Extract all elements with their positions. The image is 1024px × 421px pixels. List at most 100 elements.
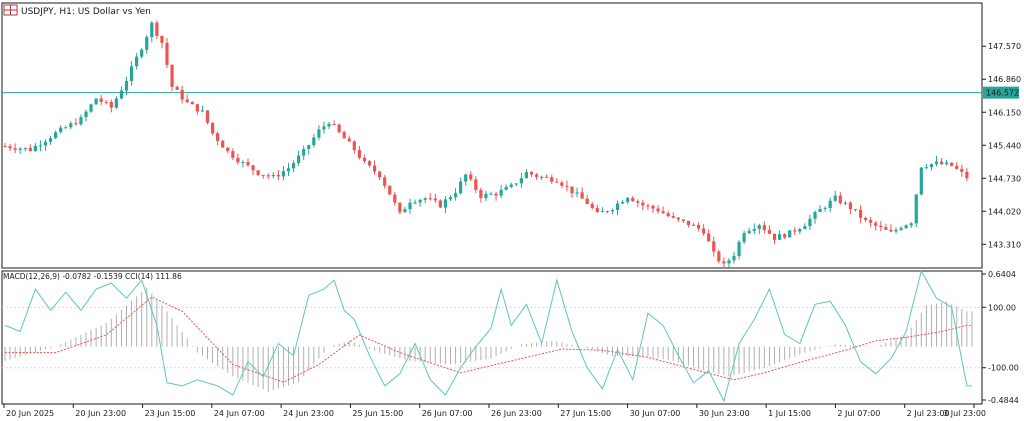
candle-body xyxy=(423,198,427,200)
candle-body xyxy=(707,233,711,242)
candle-body xyxy=(717,251,721,262)
candle-body xyxy=(236,157,240,163)
candle-body xyxy=(595,207,599,213)
candle-body xyxy=(79,117,83,125)
time-tick-label: 23 Jun 15:00 xyxy=(145,409,196,418)
candle-body xyxy=(742,233,746,242)
candle-body xyxy=(119,90,124,99)
candle-body xyxy=(924,167,928,169)
candle-body xyxy=(246,162,250,166)
candle-body xyxy=(114,98,118,108)
candle-body xyxy=(575,192,579,194)
candle-body xyxy=(443,199,448,208)
candle-body xyxy=(271,175,275,177)
candle-body xyxy=(342,132,346,139)
candle-body xyxy=(864,217,868,221)
price-tick-label: 144.730 xyxy=(988,174,1021,183)
candle-body xyxy=(646,205,650,207)
candle-body xyxy=(433,198,437,201)
candle-body xyxy=(818,208,822,213)
candle-body xyxy=(656,208,660,212)
price-tick-label: 146.860 xyxy=(988,75,1021,84)
candle-body xyxy=(626,197,630,203)
candle-body xyxy=(276,175,280,177)
candle-body xyxy=(747,230,751,234)
candle-body xyxy=(777,234,782,240)
candle-body xyxy=(727,260,731,264)
time-tick-label: 20 Jun 23:00 xyxy=(75,409,126,418)
candle-body xyxy=(383,177,387,186)
candle-body xyxy=(666,213,670,217)
candle-body xyxy=(109,101,113,108)
candle-body xyxy=(702,228,706,234)
chart-grid-icon[interactable] xyxy=(3,4,18,16)
candle-body xyxy=(302,149,306,156)
candle-body xyxy=(793,230,797,232)
candle-body xyxy=(874,222,878,226)
cci-line xyxy=(4,269,972,403)
candle-body xyxy=(732,255,736,261)
time-tick-label: 2 Jul 23:00 xyxy=(907,409,950,418)
candle-body xyxy=(484,193,488,199)
candle-body xyxy=(909,223,913,226)
candle-body xyxy=(879,225,883,228)
candle-body xyxy=(767,229,772,234)
candle-body xyxy=(590,203,594,208)
price-tick-label: 147.570 xyxy=(988,42,1021,51)
candle-body xyxy=(610,210,615,212)
candle-body xyxy=(261,175,265,177)
candle-body xyxy=(170,64,174,87)
candle-body xyxy=(681,219,685,221)
chart-title: USDJPY, H1: US Dollar vs Yen xyxy=(21,7,151,17)
candle-body xyxy=(869,220,873,223)
candle-body xyxy=(362,157,367,162)
candle-body xyxy=(499,189,503,196)
candle-body xyxy=(13,148,17,150)
indicator-tick-label: -100.00 xyxy=(988,364,1019,373)
candle-body xyxy=(69,123,73,128)
candle-body xyxy=(54,132,58,139)
indicator-panel[interactable] xyxy=(1,269,983,405)
candle-body xyxy=(494,193,498,196)
candle-body xyxy=(216,133,220,141)
price-tick-label: 143.310 xyxy=(988,240,1021,249)
price-panel[interactable] xyxy=(1,2,983,269)
candle-body xyxy=(74,123,78,125)
candle-body xyxy=(43,141,48,146)
candle-body xyxy=(221,140,225,148)
candle-body xyxy=(372,165,377,172)
candle-body xyxy=(929,164,934,168)
candle-body xyxy=(808,218,812,227)
candle-body xyxy=(904,225,908,229)
candle-body xyxy=(823,208,827,210)
price-tick-label: 146.150 xyxy=(988,108,1021,117)
candle-body xyxy=(403,209,407,213)
candle-body xyxy=(636,201,640,203)
candle-body xyxy=(899,228,903,230)
candle-body xyxy=(762,225,766,230)
candle-body xyxy=(474,179,478,190)
candle-body xyxy=(939,161,944,165)
candle-body xyxy=(676,217,680,220)
candle-body xyxy=(848,202,853,209)
candle-body xyxy=(524,172,529,179)
candle-body xyxy=(190,102,194,105)
candle-body xyxy=(347,138,351,142)
candle-body xyxy=(388,185,392,195)
time-tick-label: 3 Jul 23:00 xyxy=(943,409,986,418)
time-tick-label: 30 Jun 07:00 xyxy=(630,409,681,418)
candle-body xyxy=(104,101,108,103)
candle-body xyxy=(555,181,559,183)
candle-body xyxy=(180,89,184,100)
current-price-label: 146.572 xyxy=(986,89,1019,98)
candle-body xyxy=(757,225,761,229)
time-tick-label: 27 Jun 15:00 xyxy=(560,409,611,418)
indicator-label: MACD(12,26,9) -0.0782 -0.1539 CCI(14) 11… xyxy=(3,272,182,281)
candle-body xyxy=(894,229,898,232)
candle-body xyxy=(514,183,518,185)
candle-body xyxy=(843,202,847,204)
candle-body xyxy=(438,200,442,208)
time-tick-label: 26 Jun 07:00 xyxy=(422,409,473,418)
price-tick-label: 145.440 xyxy=(988,141,1021,150)
